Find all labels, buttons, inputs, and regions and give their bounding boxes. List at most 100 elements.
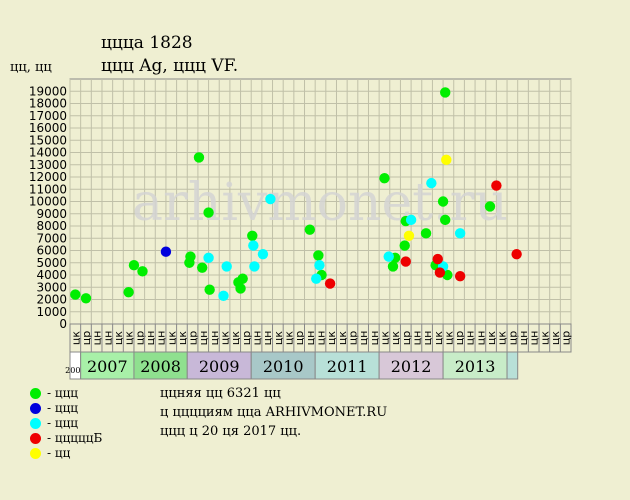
period-label: цк [112,331,125,345]
year-band [133,351,188,380]
legend-item-4: - цц [30,445,70,461]
period-label: цк [389,331,402,345]
data-point [324,278,336,289]
data-point [405,214,417,226]
period-label: цн [474,331,487,346]
legend-swatch [30,418,41,429]
year-band [506,351,519,380]
legend-item-1: - ццц [30,400,78,416]
data-point [248,240,259,251]
y-tick-label: 9000 [36,207,67,221]
year-label: 2011 [327,357,368,376]
y-tick-label: 4000 [36,268,67,282]
data-point [247,230,258,241]
legend-item-2: - ццц [30,415,78,431]
data-point [454,228,466,239]
year-label: 2010 [263,357,304,376]
period-label: цн [101,331,114,346]
legend-swatch [30,448,41,459]
period-label: цр [346,331,359,345]
legend-swatch [30,388,41,399]
legend-swatch [30,403,41,414]
y-tick-label: 3000 [36,280,67,294]
data-point [454,271,466,282]
data-point [434,267,446,278]
data-point [128,260,140,271]
year-label: 2013 [455,357,496,376]
period-row [69,323,572,353]
y-tick-label: 5000 [36,256,67,270]
data-point [265,193,276,205]
info-date: ццц ц 20 ця 2017 цц. [160,424,302,439]
y-tick-label: 1000 [36,305,67,319]
year-band [314,351,380,380]
data-point [314,260,325,271]
period-label: цн [208,331,221,346]
period-label: цр [133,331,146,345]
data-point [304,224,316,235]
period-label: цн [304,331,317,346]
y-tick-label: 19000 [29,84,67,98]
period-label: цк [336,331,349,345]
legend-label: - ццц [47,401,79,415]
data-point [203,252,214,264]
period-label: цн [261,331,274,346]
period-label: цк [496,331,509,345]
data-point [511,248,522,260]
period-label: цн [421,331,434,346]
legend-label: - цц [47,446,71,460]
year-label: 2006 [65,366,85,375]
data-point [420,228,432,239]
data-point [193,152,205,163]
data-point [387,261,399,272]
legend-swatch [30,433,41,444]
data-point [160,246,172,257]
data-point [203,207,214,218]
period-label: цн [155,331,168,346]
year-label: 2008 [140,357,181,376]
data-point [311,273,322,284]
y-tick-label: 6000 [36,244,67,258]
period-label: цр [187,331,200,345]
period-label: цн [528,331,541,346]
data-point [80,293,92,304]
data-point [399,240,410,251]
period-label: цн [197,331,210,346]
period-label: цн [315,331,328,346]
period-label: цр [400,331,413,345]
period-label: цр [506,331,519,345]
data-point [440,87,451,98]
y-tick-label: 18000 [29,97,67,111]
period-label: цк [123,331,136,345]
period-label: цн [91,331,104,346]
y-tick-label: 7000 [36,231,67,245]
y-tick-label: 15000 [29,133,67,147]
legend-item-3: - цццццБ [30,430,102,446]
period-label: цн [144,331,157,346]
data-point [221,261,232,272]
period-label: цк [485,331,498,345]
y-tick-label: 0 [59,317,67,331]
info-average: ццняя цц 6321 цц [160,386,281,401]
year-band [250,351,316,380]
data-point [491,180,502,191]
y-tick-label: 12000 [29,170,67,184]
data-point [437,196,449,207]
period-label: цн [410,331,423,346]
data-point [123,286,134,298]
data-point [257,248,269,260]
legend-label: - ццц [47,416,79,430]
period-label: цк [538,331,551,345]
data-point [379,173,390,184]
watermark: arhivmonet.ru [132,173,508,233]
period-label: цк [229,331,242,345]
y-tick-label: 8000 [36,219,67,233]
period-label: цн [517,331,530,346]
period-label: цр [80,331,93,345]
period-label: цн [368,331,381,346]
period-label: цн [357,331,370,346]
data-point [426,177,437,189]
period-label: цк [442,331,455,345]
period-label: цр [293,331,306,345]
period-label: цк [219,331,232,345]
